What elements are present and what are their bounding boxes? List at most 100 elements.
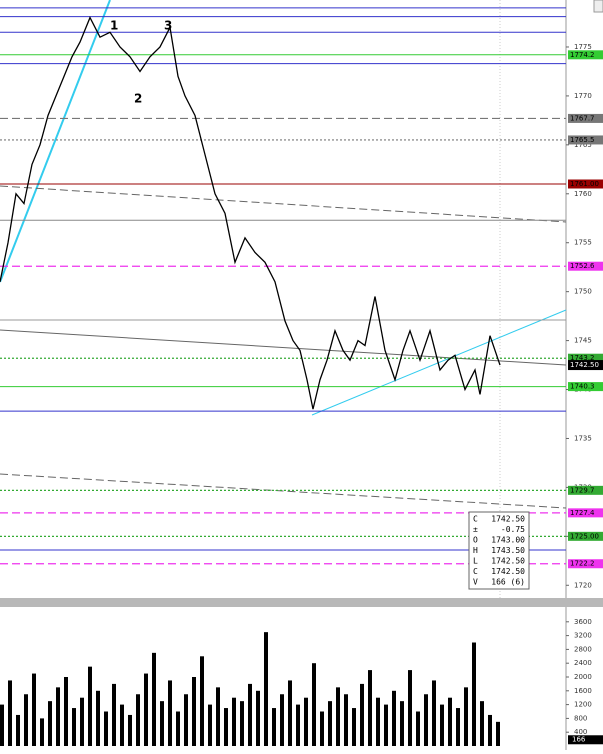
volume-bar	[104, 711, 108, 746]
y-tick-label: 1735	[574, 434, 592, 442]
volume-bar	[264, 632, 268, 746]
volume-bar	[312, 663, 316, 746]
y-tick-label: 2400	[574, 659, 592, 667]
y-tick-label: 2800	[574, 645, 592, 653]
volume-bar	[144, 673, 148, 746]
volume-bar	[496, 721, 500, 746]
volume-bar	[152, 652, 156, 746]
volume-bar	[328, 701, 332, 746]
volume-bar	[168, 680, 172, 746]
level-label: 1740.3	[570, 383, 595, 391]
volume-bar	[200, 656, 204, 746]
volume-bar	[416, 711, 420, 746]
volume-bar	[456, 708, 460, 746]
last-volume-box	[568, 735, 603, 745]
y-tick-label: 400	[574, 728, 587, 736]
volume-bar	[88, 666, 92, 746]
y-tick-label: 3600	[574, 618, 592, 626]
volume-bar	[136, 694, 140, 746]
annotation: 3	[164, 19, 172, 33]
volume-bar	[360, 683, 364, 746]
level-label-box	[568, 113, 603, 123]
scroll-button[interactable]	[593, 0, 603, 13]
volume-bar	[192, 677, 196, 746]
level-label-box	[568, 179, 603, 189]
volume-bar	[400, 701, 404, 746]
annotation: 2	[134, 92, 142, 106]
trend-line	[0, 185, 567, 223]
volume-bar	[32, 673, 36, 746]
volume-bar	[216, 687, 220, 746]
info-key: C	[473, 567, 478, 576]
info-key: H	[473, 546, 478, 555]
volume-bar	[408, 670, 412, 746]
volume-bar	[112, 683, 116, 746]
ohlc-info: C 1742.50 ± -0.75 O 1743.00 H 1743.50 L 1742.50 C 1…	[468, 511, 530, 590]
volume-bar	[392, 690, 396, 746]
level-label-box	[568, 261, 603, 271]
y-tick-label: 2000	[574, 673, 592, 681]
info-key: C	[473, 515, 478, 524]
y-tick-label: 1745	[574, 337, 592, 345]
panel-splitter[interactable]	[0, 598, 603, 607]
y-tick-label: 1750	[574, 288, 592, 296]
level-label: 1722.2	[570, 560, 595, 568]
level-label: 1752.6	[570, 262, 595, 270]
level-label-box	[568, 135, 603, 145]
volume-bar	[304, 697, 308, 746]
volume-bar	[64, 677, 68, 746]
level-label: 1765.5	[570, 136, 595, 144]
level-label-box	[568, 508, 603, 518]
volume-bar	[488, 714, 492, 746]
annotation: 1	[110, 19, 118, 33]
level-label: 1727.4	[570, 509, 595, 517]
volume-bar	[80, 697, 84, 746]
volume-bar	[128, 714, 132, 746]
info-value: 166 (6)	[491, 578, 525, 587]
trend-line	[0, 473, 567, 509]
last-price-box	[568, 360, 603, 371]
volume-bar	[176, 711, 180, 746]
volume-bar	[448, 697, 452, 746]
volume-bar	[184, 694, 188, 746]
volume-bar	[280, 694, 284, 746]
level-label-box	[568, 50, 603, 60]
info-value: 1742.50	[491, 515, 525, 524]
y-tick-label: 1770	[574, 92, 592, 100]
volume-bar	[208, 704, 212, 746]
volume-bar	[16, 714, 20, 746]
y-tick-label: 1775	[574, 43, 592, 51]
volume-bar	[384, 704, 388, 746]
level-label-box	[568, 353, 603, 363]
info-value: 1742.50	[491, 557, 525, 566]
level-label-box	[568, 485, 603, 495]
level-label: 1743.2	[570, 354, 595, 362]
volume-bar	[48, 701, 52, 746]
y-tick-label: 3200	[574, 632, 592, 640]
volume-bar	[96, 690, 100, 746]
level-label: 1761.00	[570, 180, 599, 188]
volume-bar	[256, 690, 260, 746]
info-key: O	[473, 536, 478, 545]
volume-bar	[120, 704, 124, 746]
volume-bar	[424, 694, 428, 746]
info-key: L	[473, 557, 478, 566]
volume-bar	[352, 708, 356, 746]
volume-bar	[56, 687, 60, 746]
trend-line	[311, 309, 567, 416]
volume-bar	[224, 708, 228, 746]
level-label: 1729.7	[570, 486, 595, 494]
info-box	[468, 511, 530, 590]
volume-bar	[232, 697, 236, 746]
volume-bar	[248, 683, 252, 746]
volume-bar	[320, 711, 324, 746]
y-tick-label: 800	[574, 714, 587, 722]
price-line	[0, 16, 501, 410]
volume-bar	[376, 697, 380, 746]
volume-bar	[8, 680, 12, 746]
volume-bar	[432, 680, 436, 746]
level-label: 1767.7	[570, 114, 595, 122]
level-label-box	[568, 559, 603, 569]
trend-line	[0, 0, 111, 283]
